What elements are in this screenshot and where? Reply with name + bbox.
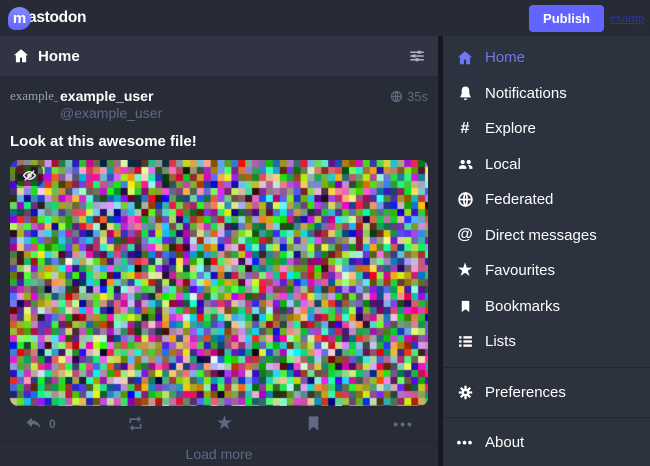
status-content: Look at this awesome file! — [10, 133, 197, 150]
star-icon: ★ — [215, 413, 233, 434]
nav-item-direct-messages[interactable]: @ Direct messages — [443, 218, 650, 254]
bookmark-icon — [455, 297, 475, 315]
bookmark-icon — [308, 416, 318, 431]
status-header: example_user example_user @example_user … — [10, 88, 428, 126]
account-name-block[interactable]: example_user @example_user — [60, 88, 390, 126]
media-noise-canvas — [10, 160, 428, 406]
avatar[interactable]: example_user — [10, 88, 58, 103]
nav-item-favourites[interactable]: ★ Favourites — [443, 253, 650, 289]
nav-label: Federated — [485, 191, 554, 209]
home-icon — [13, 49, 29, 63]
main-area: Home example_user example_user @example_… — [0, 36, 650, 466]
logo-wordmark: astodon — [28, 9, 87, 26]
timestamp-block[interactable]: 35s — [390, 88, 428, 126]
nav-item-about[interactable]: ••• About — [443, 425, 650, 461]
boost-button[interactable] — [126, 414, 145, 433]
gear-icon — [455, 383, 475, 401]
nav-label: Preferences — [485, 383, 566, 401]
reply-icon — [26, 417, 41, 429]
nav-label: Lists — [485, 333, 516, 351]
bell-icon — [455, 84, 475, 102]
nav-item-home[interactable]: Home — [443, 40, 650, 76]
favourite-button[interactable]: ★ — [216, 414, 233, 433]
globe-icon — [455, 191, 475, 209]
public-globe-icon — [391, 90, 403, 103]
more-options-button[interactable]: ••• — [393, 415, 414, 432]
column-settings-icon[interactable] — [408, 47, 426, 65]
nav-label: Explore — [485, 120, 536, 138]
hash-icon: # — [460, 119, 470, 137]
at-icon: @ — [457, 226, 473, 244]
list-icon — [455, 333, 475, 351]
nav-label: Notifications — [485, 84, 567, 102]
ellipsis-icon: ••• — [393, 415, 414, 432]
column-header-home[interactable]: Home — [0, 36, 438, 76]
users-icon — [455, 155, 475, 173]
nav-divider — [443, 417, 650, 418]
nav-divider — [443, 366, 650, 368]
nav-label: Favourites — [485, 262, 556, 280]
nav-label: Direct messages — [485, 226, 597, 244]
display-name: example_user — [60, 88, 154, 104]
publish-button[interactable]: Publish — [529, 4, 604, 32]
nav-label: Local — [485, 155, 521, 173]
nav-item-federated[interactable]: Federated — [443, 182, 650, 218]
nav-item-local[interactable]: Local — [443, 147, 650, 183]
nav-item-bookmarks[interactable]: Bookmarks — [443, 289, 650, 325]
eye-slash-icon — [22, 170, 36, 181]
nav-item-lists[interactable]: Lists — [443, 324, 650, 360]
nav-item-notifications[interactable]: Notifications — [443, 76, 650, 112]
reply-button[interactable]: 0 — [24, 414, 56, 433]
nav-item-preferences[interactable]: Preferences — [443, 375, 650, 411]
status-action-bar: 0 ★ ••• — [10, 406, 428, 441]
timestamp: 35s — [407, 89, 428, 104]
account-avatar-link[interactable]: example_user — [610, 10, 644, 25]
nav-label: Home — [485, 49, 526, 67]
status-post: example_user example_user @example_user … — [0, 76, 438, 441]
home-timeline-column: Home example_user example_user @example_… — [0, 36, 443, 466]
navigation-panel: Home Notifications # Explore Local — [443, 36, 650, 466]
ellipsis-icon: ••• — [456, 435, 474, 451]
mastodon-logo[interactable]: m astodon — [8, 6, 87, 30]
nav-item-explore[interactable]: # Explore — [443, 111, 650, 147]
media-attachment[interactable] — [10, 160, 428, 406]
home-icon — [455, 49, 475, 67]
mastodon-elephant-icon: m — [8, 6, 31, 30]
top-bar: m astodon Publish example_user — [0, 0, 650, 36]
hide-media-button[interactable] — [15, 165, 43, 186]
star-icon: ★ — [457, 261, 473, 279]
nav-label: About — [485, 434, 525, 452]
reply-count: 0 — [49, 416, 56, 431]
account-handle: @example_user — [60, 105, 163, 121]
bookmark-button[interactable] — [304, 414, 323, 433]
nav-label: Bookmarks — [485, 297, 561, 315]
column-title: Home — [38, 47, 80, 65]
load-more-button[interactable]: Load more — [0, 441, 438, 466]
boost-icon — [129, 415, 142, 432]
